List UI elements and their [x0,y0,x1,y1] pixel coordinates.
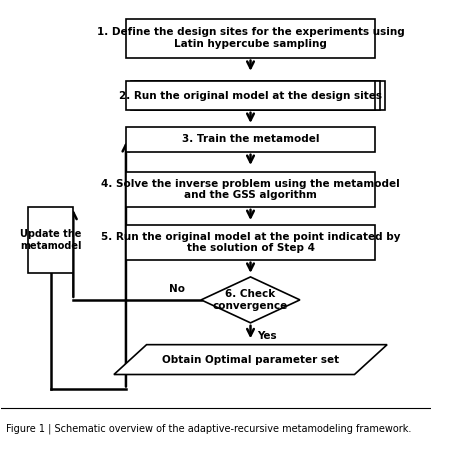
Text: Obtain Optimal parameter set: Obtain Optimal parameter set [162,354,339,365]
FancyBboxPatch shape [126,172,375,207]
FancyBboxPatch shape [126,225,375,260]
FancyBboxPatch shape [28,207,73,274]
Text: No: No [170,285,185,294]
Text: 1. Define the design sites for the experiments using
Latin hypercube sampling: 1. Define the design sites for the exper… [97,27,404,49]
FancyBboxPatch shape [126,81,375,110]
FancyBboxPatch shape [131,81,380,110]
Text: 2. Run the original model at the design sites: 2. Run the original model at the design … [119,91,382,101]
Text: 3. Train the metamodel: 3. Train the metamodel [182,134,319,144]
Text: 5. Run the original model at the point indicated by
the solution of Step 4: 5. Run the original model at the point i… [101,231,400,253]
Polygon shape [201,277,300,323]
Polygon shape [114,345,387,375]
FancyBboxPatch shape [126,127,375,152]
FancyBboxPatch shape [136,81,384,110]
Text: 6. Check
convergence: 6. Check convergence [213,289,288,310]
Text: Yes: Yes [257,331,277,341]
Text: Figure 1 | Schematic overview of the adaptive-recursive metamodeling framework.: Figure 1 | Schematic overview of the ada… [6,424,411,434]
FancyBboxPatch shape [126,18,375,58]
Text: Update the
metamodel: Update the metamodel [20,230,82,251]
Text: 4. Solve the inverse problem using the metamodel
and the GSS algorithm: 4. Solve the inverse problem using the m… [101,179,400,201]
